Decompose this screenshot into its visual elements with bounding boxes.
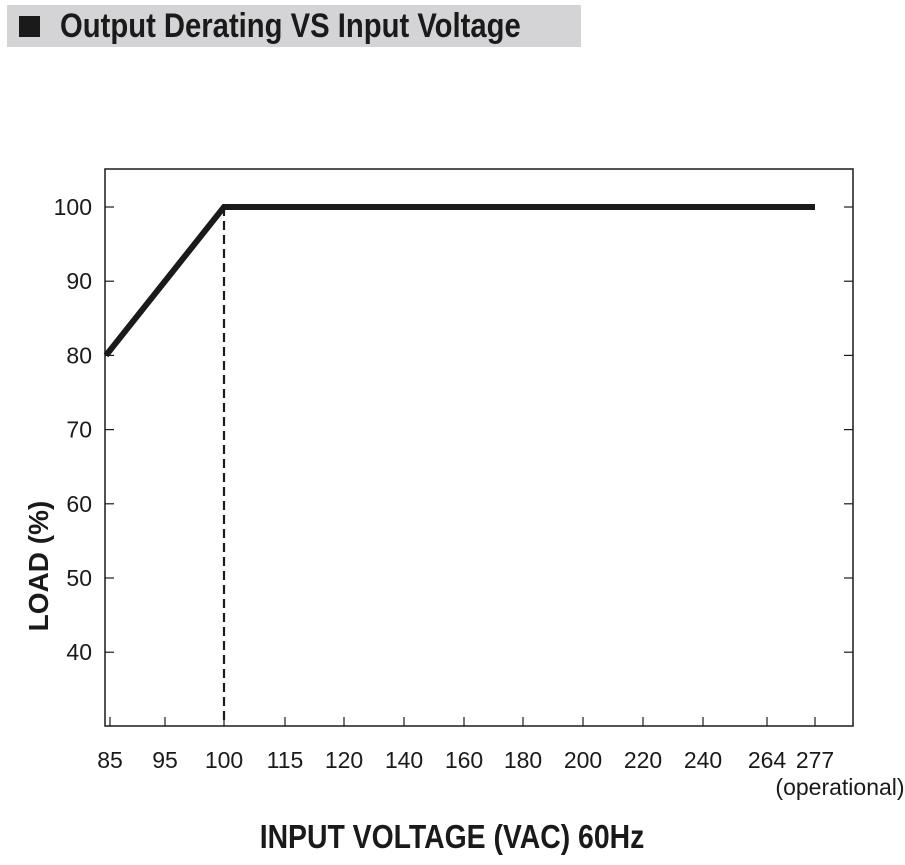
x-tick-label: 100 (205, 747, 243, 773)
page-title: Output Derating VS Input Voltage (60, 7, 521, 45)
y-tick-label: 60 (66, 491, 92, 517)
x-tick-label: 200 (564, 747, 602, 773)
x-tick-label: 140 (385, 747, 423, 773)
x-tick-label: 180 (504, 747, 542, 773)
y-tick-label: 50 (66, 565, 92, 591)
x-tick-label: 160 (445, 747, 483, 773)
x-tick-label: 120 (325, 747, 363, 773)
y-tick-label: 80 (66, 342, 92, 368)
x-tick-label: 264 (748, 747, 787, 773)
y-tick-label: 90 (66, 268, 92, 294)
x-axis-title: INPUT VOLTAGE (VAC) 60Hz (260, 818, 645, 856)
y-tick-label: 70 (66, 417, 92, 443)
title-bar (7, 5, 581, 47)
x-tick-label: 95 (152, 747, 178, 773)
x-tick-label: 277 (796, 747, 834, 773)
x-tick-label: 115 (267, 747, 304, 773)
y-axis-title: LOAD (%) (23, 501, 54, 632)
series-line (103, 204, 815, 358)
plot-frame (104, 168, 854, 727)
x-tick-label: 85 (97, 747, 123, 773)
y-tick-label: 40 (66, 639, 92, 665)
bullet-square-icon (19, 16, 40, 37)
x-tick-note: (operational) (775, 774, 904, 800)
y-tick-label: 100 (54, 194, 92, 220)
x-tick-label: 220 (624, 747, 662, 773)
x-tick-label: 240 (684, 747, 722, 773)
